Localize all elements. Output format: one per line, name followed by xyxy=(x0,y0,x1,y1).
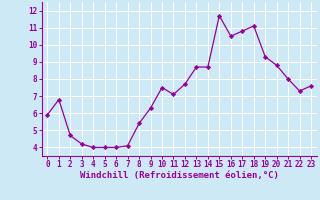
X-axis label: Windchill (Refroidissement éolien,°C): Windchill (Refroidissement éolien,°C) xyxy=(80,171,279,180)
